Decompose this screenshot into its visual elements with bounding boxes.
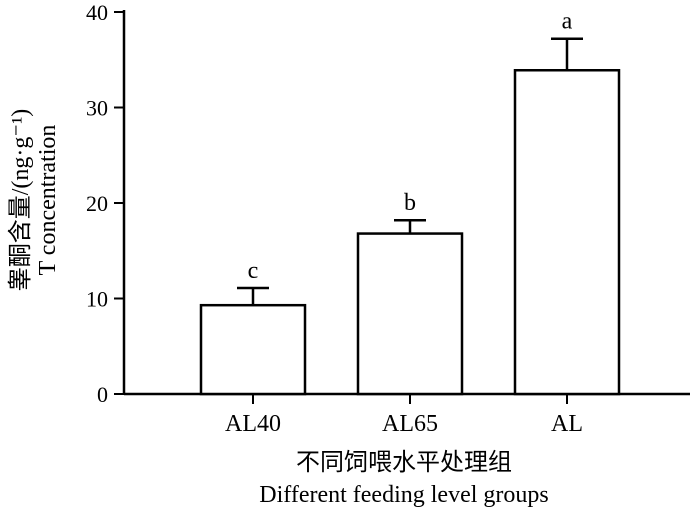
significance-label: b: [404, 190, 416, 216]
bars: c b a: [199, 9, 621, 396]
y-tick-label: 0: [97, 382, 108, 407]
significance-label: c: [248, 258, 259, 284]
y-ticks: 0 10 20 30 40: [86, 0, 124, 407]
y-tick-label: 40: [86, 0, 108, 25]
x-tick-label: AL65: [382, 411, 438, 437]
y-tick-label: 20: [86, 191, 108, 216]
x-axis-label-en: Different feeding level groups: [259, 482, 548, 508]
bar-al40: [199, 303, 307, 396]
y-axis-label-en: T concentration: [35, 125, 61, 276]
y-tick-label: 10: [86, 287, 108, 312]
x-ticks: AL40 AL65 AL: [225, 394, 583, 437]
x-tick-label: AL: [551, 411, 583, 437]
x-tick-label: AL40: [225, 411, 281, 437]
x-axis-label-cn: 不同饲喂水平处理组: [296, 449, 512, 476]
y-tick-label: 30: [86, 96, 108, 121]
significance-label: a: [562, 9, 573, 35]
y-axis-label-cn: 睾酮含量/(ng·g⁻¹): [7, 109, 34, 292]
bar-al65: [356, 232, 464, 396]
bar-al: [513, 69, 621, 396]
